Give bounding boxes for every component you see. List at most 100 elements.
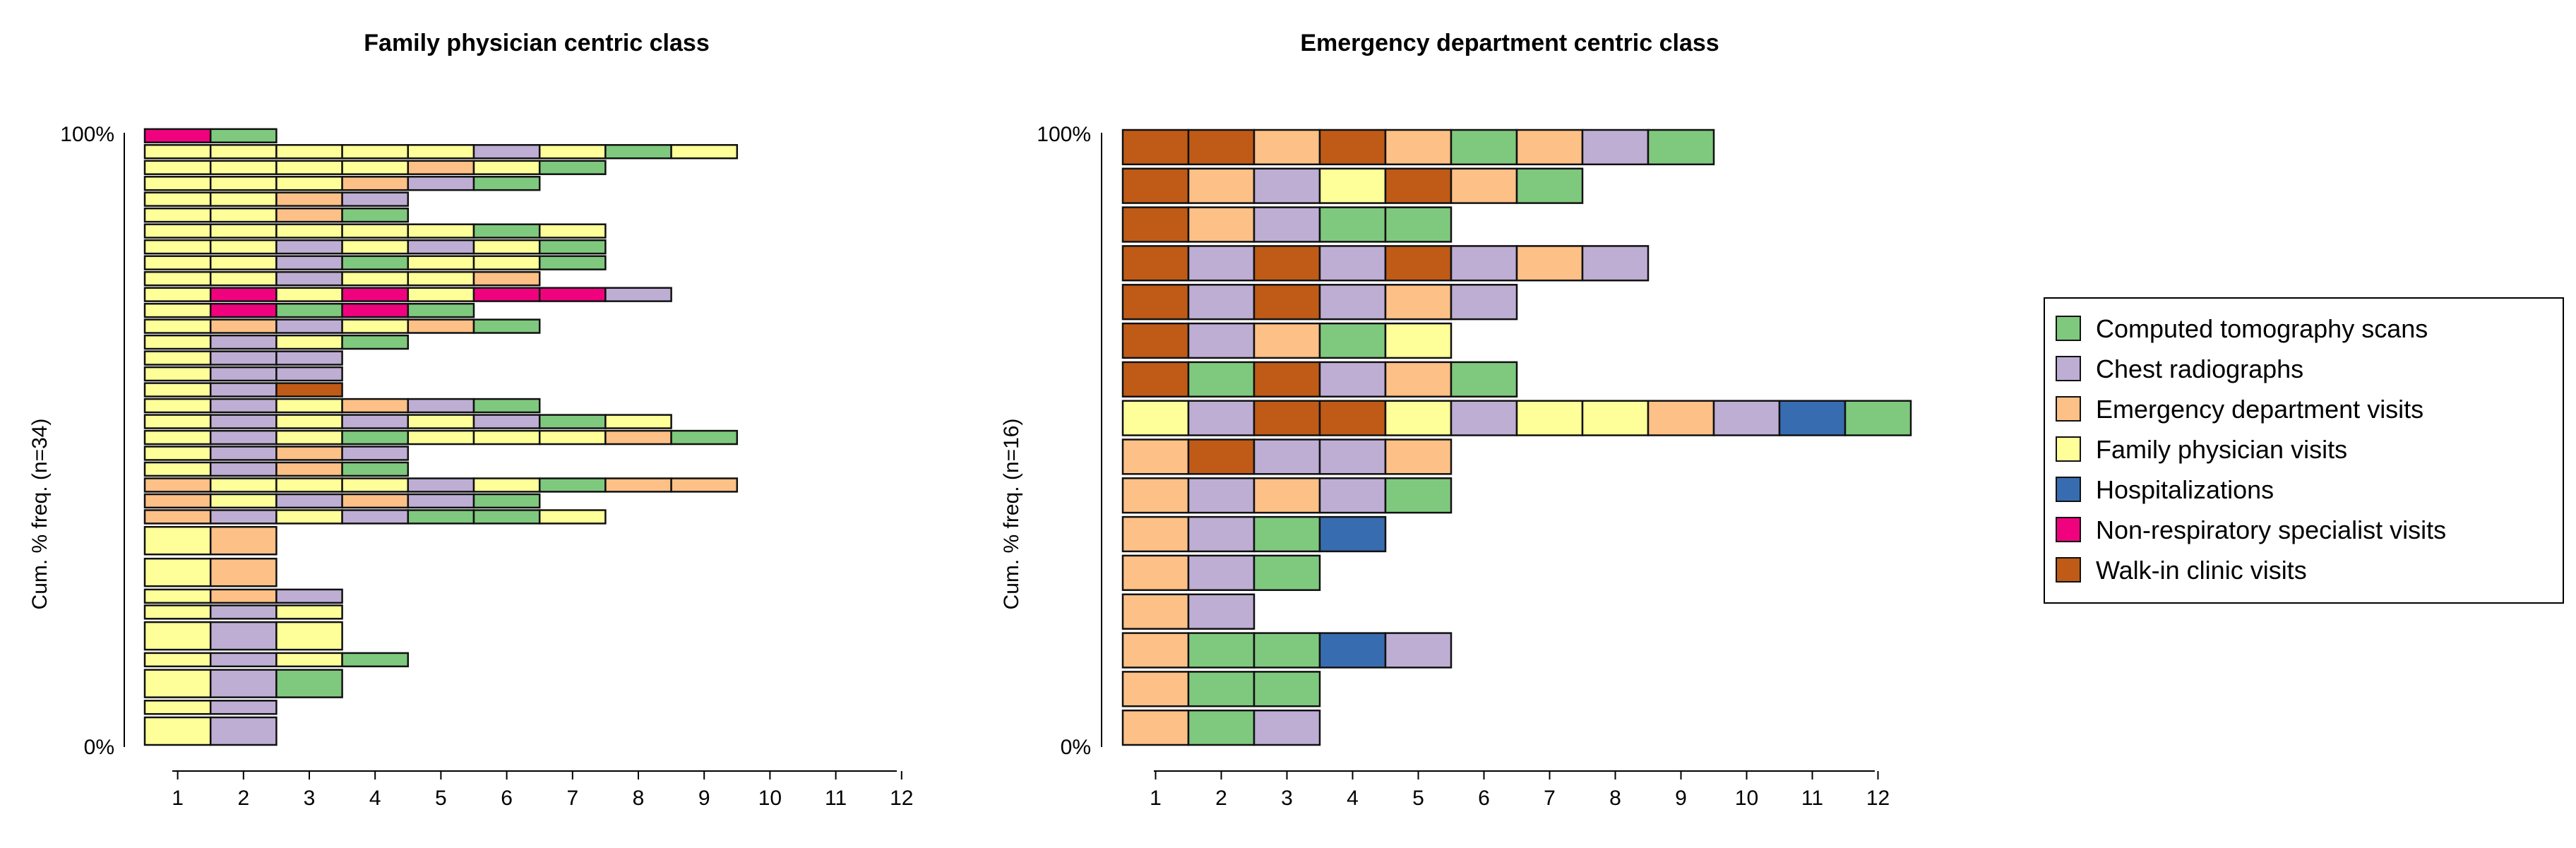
sequence-segment <box>1318 515 1387 553</box>
sequence-segment <box>1253 245 1321 282</box>
sequence-segment <box>143 176 212 191</box>
emergency-department-panel: Emergency department centric class Cum. … <box>1000 30 1912 810</box>
sequence-segment <box>209 318 278 334</box>
sequence-segment <box>1253 400 1321 436</box>
sequence-segment <box>1187 167 1256 204</box>
sequence-segment <box>407 429 475 446</box>
sequence-segment <box>1515 400 1584 436</box>
sequence-segment <box>1515 245 1584 282</box>
sequence-segment <box>209 461 278 477</box>
sequence-segment <box>209 207 278 223</box>
sequence-segment <box>1318 438 1387 475</box>
x-tick-label: 1 <box>172 787 184 810</box>
x-tick-label: 7 <box>1544 787 1556 810</box>
x-tick-label: 10 <box>758 787 782 810</box>
sequence-segment <box>1844 400 1912 436</box>
sequence-segment <box>1581 129 1650 166</box>
sequence-segment <box>604 144 672 160</box>
sequence-segment <box>143 144 212 160</box>
x-tick-label: 10 <box>1735 787 1758 810</box>
sequence-segment <box>407 223 475 239</box>
x-ticks: 1 2 3 4 5 6 7 8 9 10 11 12 <box>172 771 913 810</box>
sequence-segment <box>1450 167 1518 204</box>
x-tick-label: 3 <box>304 787 316 810</box>
sequence-segment <box>604 429 672 446</box>
sequence-segment <box>143 621 212 651</box>
sequence-segment <box>1187 671 1256 707</box>
sequence-segment <box>1253 671 1321 707</box>
sequence-segment <box>1647 129 1715 166</box>
sequence-segment <box>341 191 410 207</box>
sequence-segment <box>1121 515 1190 553</box>
x-tick-label: 5 <box>435 787 447 810</box>
sequence-segment <box>275 652 343 668</box>
sequence-segment <box>1384 322 1453 359</box>
sequence-segment <box>275 398 343 414</box>
sequence-segment <box>670 429 739 446</box>
sequence-segment <box>407 398 475 414</box>
sequence-segment <box>1318 284 1387 321</box>
sequence-segment <box>341 160 410 175</box>
sequence-segment <box>1318 129 1387 166</box>
sequence-segment <box>1778 400 1847 436</box>
sequence-segment <box>407 318 475 334</box>
sequence-segment <box>1384 206 1453 243</box>
sequence-segment <box>275 160 343 175</box>
sequence-segment <box>407 144 475 160</box>
sequence-segment <box>670 144 739 160</box>
sequence-segment <box>1253 167 1321 204</box>
x-tick-label: 8 <box>633 787 645 810</box>
sequence-segment <box>472 160 541 175</box>
sequence-segment <box>209 239 278 255</box>
sequence-segment <box>209 366 278 382</box>
y-tick-100: 100% <box>60 123 114 146</box>
sequence-segment <box>1384 129 1453 166</box>
sequence-segment <box>209 429 278 446</box>
y-axis-label: Cum. % freq. (n=34) <box>28 419 52 610</box>
sequence-segment <box>143 128 212 143</box>
sequence-segment <box>1187 477 1256 514</box>
x-tick-label: 2 <box>1215 787 1227 810</box>
sequence-segment <box>472 223 541 239</box>
sequence-segment <box>1712 400 1781 436</box>
sequence-segment <box>209 302 278 318</box>
sequence-segment <box>1581 400 1650 436</box>
sequence-segment <box>407 509 475 525</box>
y-tick-100: 100% <box>1037 123 1091 146</box>
sequence-segment <box>275 382 343 398</box>
sequence-segment <box>275 429 343 446</box>
chart-title: Family physician centric class <box>364 30 709 56</box>
sequence-segment <box>341 652 410 668</box>
sequence-segment <box>1384 284 1453 321</box>
sequence-segment <box>1253 361 1321 398</box>
legend-label: Computed tomography scans <box>2096 314 2428 343</box>
sequence-segment <box>538 255 607 270</box>
sequence-bars <box>1121 129 1912 746</box>
sequence-segment <box>472 270 541 287</box>
sequence-segment <box>341 509 410 525</box>
sequence-segment <box>209 255 278 270</box>
sequence-segment <box>407 287 475 302</box>
sequence-segment <box>143 557 212 587</box>
sequence-segment <box>209 398 278 414</box>
sequence-segment <box>1187 245 1256 282</box>
sequence-segment <box>538 223 607 239</box>
sequence-segment <box>143 414 212 429</box>
sequence-segment <box>209 414 278 429</box>
sequence-segment <box>341 144 410 160</box>
sequence-segment <box>1187 438 1256 475</box>
sequence-segment <box>472 287 541 302</box>
sequence-segment <box>209 191 278 207</box>
sequence-segment <box>1187 129 1256 166</box>
sequence-segment <box>209 652 278 668</box>
sequence-segment <box>538 429 607 446</box>
sequence-segment <box>538 160 607 175</box>
sequence-segment <box>275 176 343 191</box>
sequence-segment <box>275 509 343 525</box>
legend-label: Chest radiographs <box>2096 354 2303 383</box>
sequence-segment <box>209 604 278 620</box>
sequence-segment <box>1253 129 1321 166</box>
sequence-segment <box>275 239 343 255</box>
sequence-segment <box>1121 167 1190 204</box>
sequence-segment <box>1253 554 1321 591</box>
